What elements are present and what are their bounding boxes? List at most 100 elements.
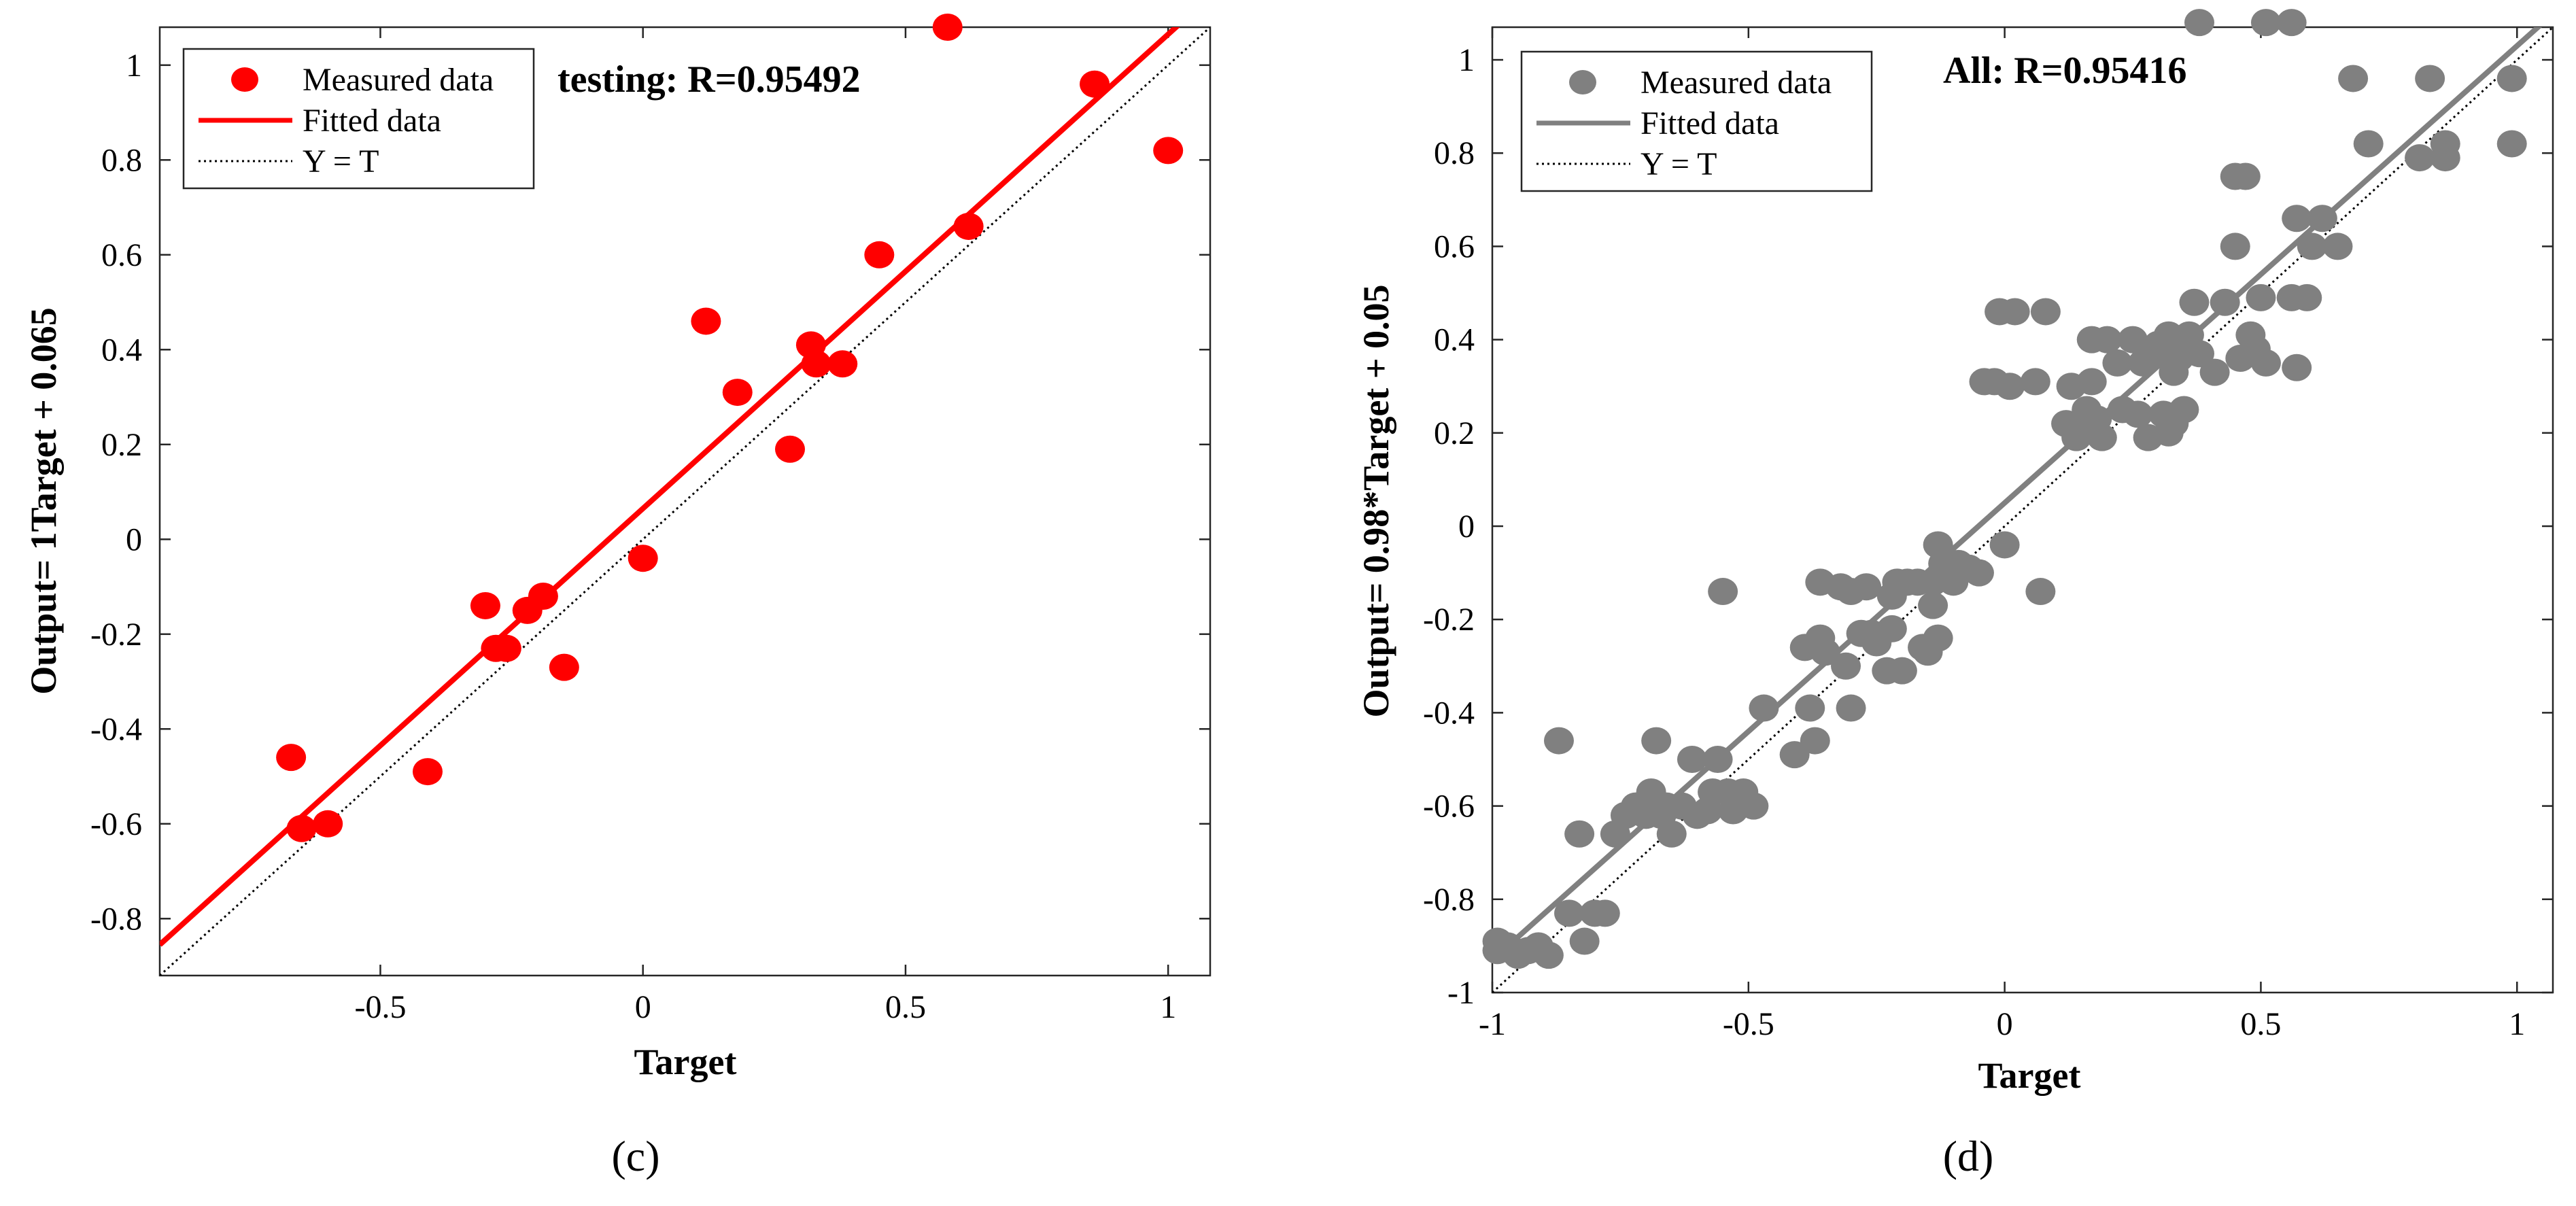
panel-caption: (c) — [611, 1132, 659, 1180]
chart-panel-c: -0.5 0 0.5 1 -0.8 -0.6 -0.4 -0.2 0 0.2 0.4 0.6 0.8 1 M… — [23, 14, 1212, 1180]
data-point — [491, 634, 521, 662]
data-point — [1641, 727, 1672, 755]
legend-entry: Measured data — [1641, 65, 1832, 101]
y-tick-label: -0.2 — [90, 617, 142, 653]
data-point — [1749, 694, 1779, 722]
data-point — [2307, 205, 2337, 232]
data-point — [1995, 373, 2025, 400]
y-tick-label: -0.8 — [90, 901, 142, 937]
y-tick-label: 0 — [1458, 509, 1475, 545]
x-axis-label: Target — [634, 1041, 737, 1082]
y-axis-label: Output= 1Target + 0.065 — [23, 307, 64, 695]
data-point — [932, 14, 963, 41]
fitted-line — [160, 27, 1180, 947]
data-point — [1564, 820, 1595, 848]
data-point — [2220, 232, 2250, 260]
data-point — [1800, 727, 1830, 755]
data-point — [1702, 746, 1733, 774]
data-point — [827, 350, 858, 378]
data-point — [2025, 578, 2056, 606]
data-point — [2353, 130, 2384, 158]
y-tick-label: -0.4 — [90, 711, 142, 747]
chart-panel-d: -1 -0.5 0 0.5 1 -1 -0.8 -0.6 -0.4 -0.2 0 0.2 0.4 0.6 0… — [1356, 9, 2554, 1180]
data-point — [1923, 624, 1953, 652]
data-point — [2246, 283, 2276, 311]
data-point — [1831, 652, 1861, 680]
x-tick-label: 0 — [1997, 1006, 2013, 1042]
y-tick-label: 0.8 — [101, 142, 142, 178]
y-axis-label: Output= 0.98*Target + 0.05 — [1356, 284, 1396, 717]
x-tick-label: -1 — [1479, 1006, 1506, 1042]
data-point — [2153, 321, 2184, 349]
data-point — [2020, 368, 2050, 396]
x-tick-label: -0.5 — [1723, 1006, 1774, 1042]
data-point — [864, 241, 895, 269]
data-point — [2210, 288, 2240, 316]
data-point — [2169, 396, 2199, 424]
data-point — [691, 307, 721, 335]
data-point — [1677, 746, 1707, 774]
data-point — [1963, 559, 1994, 587]
legend-marker-points — [231, 67, 258, 92]
y-tick-label: 0.6 — [101, 237, 142, 273]
data-point — [2276, 9, 2307, 37]
data-point — [628, 545, 658, 572]
y-tick-label: 0.8 — [1434, 135, 1475, 171]
x-tick-label: 1 — [1160, 989, 1176, 1025]
data-point — [1779, 741, 1810, 769]
data-point — [2282, 354, 2312, 381]
legend-entry: Measured data — [303, 62, 494, 98]
data-point — [412, 758, 443, 786]
data-point — [1989, 531, 2020, 559]
y-tick-label: 0 — [126, 521, 142, 557]
legend-entry: Y = T — [303, 143, 379, 179]
data-point — [2230, 162, 2261, 190]
x-tick-label: 1 — [2509, 1006, 2525, 1042]
data-point — [2184, 340, 2214, 368]
data-point — [1543, 727, 1574, 755]
data-point — [2496, 130, 2527, 158]
y-tick-label: 0.2 — [1434, 415, 1475, 451]
data-point — [2086, 424, 2117, 451]
data-point — [1851, 573, 1882, 601]
data-point — [1887, 657, 1917, 685]
y-tick-label: 0.2 — [101, 427, 142, 463]
data-point — [801, 350, 831, 378]
x-axis-label: Target — [1978, 1055, 2081, 1096]
data-point — [1080, 70, 1110, 98]
data-point — [2076, 368, 2107, 396]
data-point — [1153, 137, 1184, 165]
data-point — [2297, 232, 2327, 260]
y-tick-label: -0.8 — [1423, 882, 1475, 918]
x-tick-label: -0.5 — [354, 989, 406, 1025]
legend-marker-points — [1569, 70, 1596, 94]
data-point — [2415, 65, 2445, 92]
y-tick-label: 0.4 — [101, 332, 142, 368]
data-point — [2292, 283, 2322, 311]
y-tick-label: 1 — [126, 48, 142, 84]
data-point — [2123, 400, 2153, 428]
y-tick-label: -0.6 — [90, 806, 142, 842]
chart-title: testing: R=0.95492 — [557, 58, 861, 101]
data-point — [528, 583, 558, 610]
data-point — [1999, 298, 2030, 326]
data-point — [2092, 326, 2123, 354]
data-point — [2118, 326, 2148, 354]
data-point — [2184, 9, 2214, 37]
y-tick-label: -1 — [1447, 975, 1475, 1011]
x-tick-label: 0 — [635, 989, 651, 1025]
data-point — [1918, 591, 1948, 619]
data-point — [2496, 65, 2527, 92]
x-tick-label: 0.5 — [2240, 1006, 2281, 1042]
data-point — [549, 653, 579, 681]
data-point — [1656, 820, 1687, 848]
data-point — [1876, 615, 1907, 642]
legend-entry: Fitted data — [1641, 105, 1779, 141]
y-tick-label: 1 — [1458, 42, 1475, 78]
data-point — [1569, 927, 1600, 955]
data-point — [2179, 288, 2210, 316]
legend-entry: Fitted data — [303, 103, 441, 139]
data-point — [2338, 65, 2369, 92]
data-point — [2030, 298, 2061, 326]
